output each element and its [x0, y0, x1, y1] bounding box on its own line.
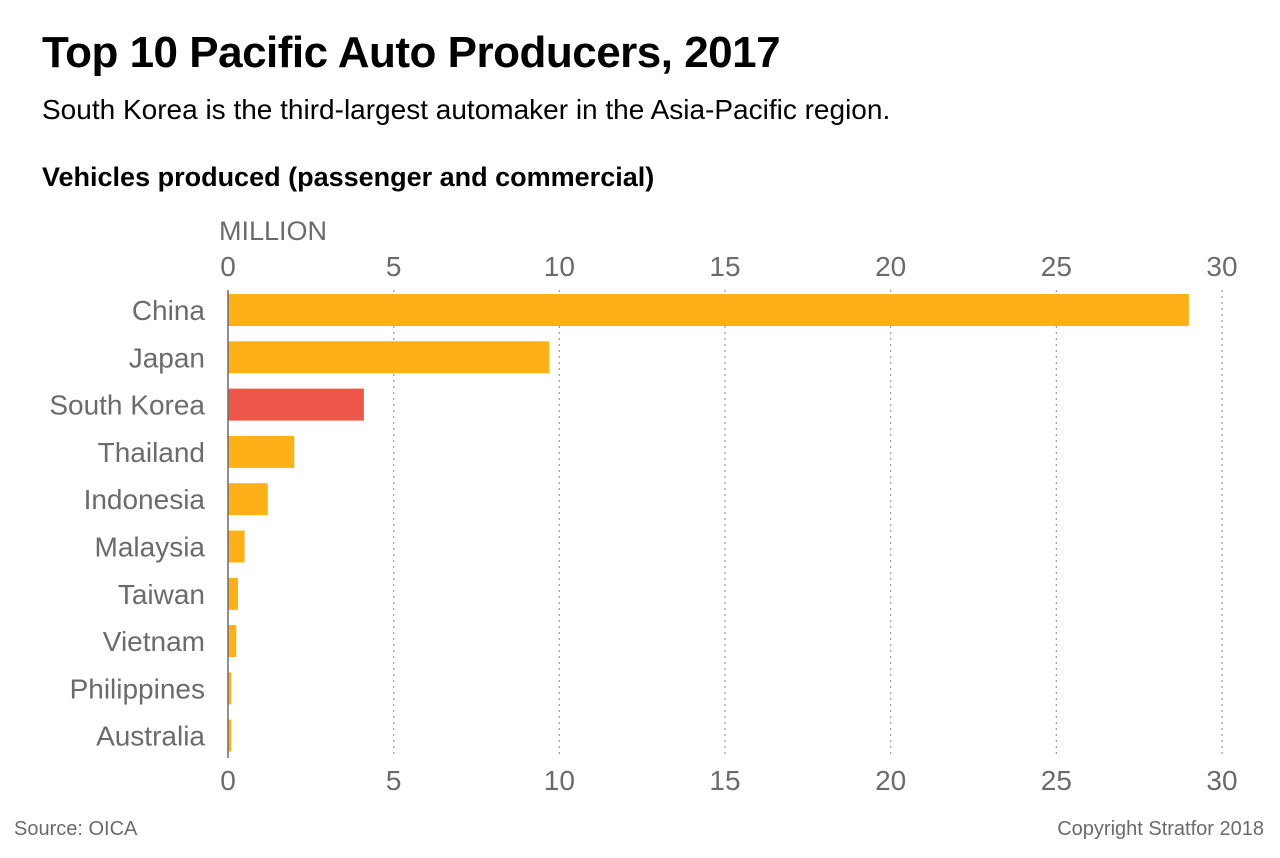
- gridlines: [393, 290, 1223, 758]
- bar-malaysia: [228, 530, 245, 563]
- category-label-indonesia: Indonesia: [84, 484, 206, 515]
- category-label-australia: Australia: [96, 721, 205, 752]
- tick-label-bottom-10: 10: [544, 765, 575, 796]
- bars: [228, 294, 1189, 752]
- chart-subtitle: South Korea is the third-largest automak…: [42, 94, 891, 125]
- tick-label-bottom-5: 5: [386, 765, 402, 796]
- chart-heading: Vehicles produced (passenger and commerc…: [42, 162, 655, 192]
- axis-unit-label: MILLION: [219, 216, 327, 246]
- source-note: Source: OICA: [14, 818, 138, 840]
- category-label-thailand: Thailand: [98, 437, 205, 468]
- tick-label-bottom-30: 30: [1206, 765, 1237, 796]
- tick-label-bottom-25: 25: [1041, 765, 1072, 796]
- tick-label-top-20: 20: [875, 251, 906, 282]
- bar-japan: [228, 341, 550, 374]
- bar-australia: [228, 719, 232, 752]
- category-label-china: China: [132, 295, 206, 326]
- tick-label-bottom-15: 15: [709, 765, 740, 796]
- labels: China Japan South Korea Thailand Indonesia Ma…: [49, 216, 1237, 796]
- bar-south-korea: [228, 388, 364, 421]
- bar-thailand: [228, 435, 295, 468]
- category-label-taiwan: Taiwan: [118, 579, 205, 610]
- chart-title: Top 10 Pacific Auto Producers, 2017: [42, 28, 781, 77]
- category-label-philippines: Philippines: [70, 673, 205, 704]
- bar-philippines: [228, 672, 232, 705]
- tick-label-bottom-20: 20: [875, 765, 906, 796]
- category-label-vietnam: Vietnam: [103, 626, 205, 657]
- copyright-note: Copyright Stratfor 2018: [1057, 818, 1264, 840]
- bar-vietnam: [228, 625, 237, 658]
- category-label-south-korea: South Korea: [49, 390, 205, 421]
- bar-china: [228, 294, 1189, 326]
- tick-label-top-10: 10: [544, 251, 575, 282]
- tick-label-top-30: 30: [1206, 251, 1237, 282]
- category-label-malaysia: Malaysia: [95, 532, 206, 563]
- tick-label-bottom-0: 0: [220, 765, 236, 796]
- tick-label-top-25: 25: [1041, 251, 1072, 282]
- tick-label-top-5: 5: [386, 251, 402, 282]
- tick-label-top-0: 0: [220, 251, 236, 282]
- category-label-japan: Japan: [129, 342, 205, 373]
- tick-label-top-15: 15: [709, 251, 740, 282]
- bar-taiwan: [228, 577, 238, 610]
- bar-indonesia: [228, 483, 268, 516]
